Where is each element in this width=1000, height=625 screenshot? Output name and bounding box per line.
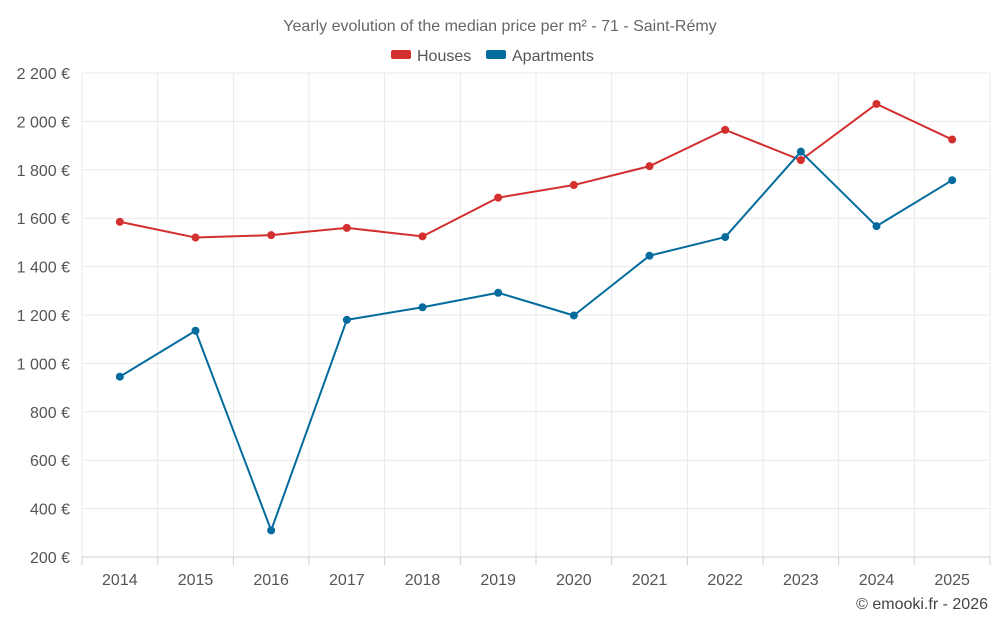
x-tick-label: 2024: [859, 572, 895, 589]
series-apartments: [115, 147, 957, 535]
y-tick-label: 200 €: [30, 550, 70, 567]
x-tick-label: 2022: [707, 572, 743, 589]
y-tick-label: 2 200 €: [17, 66, 70, 83]
legend-swatch: [486, 50, 506, 59]
grid: [81, 72, 991, 558]
data-point-houses[interactable]: [569, 181, 578, 190]
series-houses: [115, 99, 957, 242]
data-point-houses[interactable]: [872, 99, 881, 108]
credit-text: © emooki.fr - 2026: [856, 596, 988, 613]
data-point-apartments[interactable]: [342, 315, 351, 324]
x-tick-label: 2019: [480, 572, 516, 589]
data-point-apartments[interactable]: [796, 147, 805, 156]
x-tick-label: 2025: [934, 572, 970, 589]
legend-item-apartments[interactable]: Apartments: [486, 48, 594, 65]
y-tick-label: 1 600 €: [17, 211, 70, 228]
data-point-apartments[interactable]: [721, 233, 730, 242]
x-axis: 2014 2015 2016 2017 2018 2019 2020 2021 2022 2023…: [81, 556, 991, 589]
data-point-houses[interactable]: [342, 223, 351, 232]
y-tick-label: 1 400 €: [17, 260, 70, 277]
data-point-houses[interactable]: [948, 135, 957, 144]
data-point-apartments[interactable]: [645, 251, 654, 260]
x-tick-label: 2023: [783, 572, 819, 589]
x-tick-label: 2016: [253, 572, 289, 589]
y-tick-label: 400 €: [30, 502, 70, 519]
data-point-apartments[interactable]: [569, 311, 578, 320]
x-tick-label: 2014: [102, 572, 138, 589]
legend-label: Apartments: [512, 48, 594, 65]
y-tick-label: 1 200 €: [17, 308, 70, 325]
y-tick-label: 600 €: [30, 453, 70, 470]
y-tick-label: 2 000 €: [17, 114, 70, 131]
data-point-houses[interactable]: [796, 156, 805, 165]
data-point-houses[interactable]: [191, 233, 200, 242]
data-point-apartments[interactable]: [267, 526, 276, 535]
legend-swatch: [391, 50, 411, 59]
y-tick-label: 800 €: [30, 405, 70, 422]
chart-title: Yearly evolution of the median price per…: [283, 18, 716, 35]
x-tick-label: 2021: [632, 572, 668, 589]
data-point-houses[interactable]: [115, 217, 124, 226]
series-line-apartments: [119, 150, 953, 532]
data-point-apartments[interactable]: [494, 288, 503, 297]
legend-label: Houses: [417, 48, 471, 65]
series-layer: [115, 99, 957, 535]
series-line-houses: [119, 102, 953, 239]
data-point-apartments[interactable]: [948, 176, 957, 185]
legend-item-houses[interactable]: Houses: [391, 48, 471, 65]
data-point-houses[interactable]: [645, 162, 654, 171]
data-point-houses[interactable]: [418, 232, 427, 241]
y-tick-label: 1 000 €: [17, 356, 70, 373]
x-tick-label: 2015: [178, 572, 214, 589]
y-axis: 200 € 400 € 600 € 800 € 1 000 € 1 200 € 1 400 …: [17, 66, 70, 567]
data-point-apartments[interactable]: [872, 222, 881, 231]
data-point-houses[interactable]: [721, 125, 730, 134]
legend: Houses Apartments: [391, 48, 594, 65]
data-point-apartments[interactable]: [115, 372, 124, 381]
data-point-apartments[interactable]: [418, 303, 427, 312]
x-tick-label: 2017: [329, 572, 365, 589]
y-tick-label: 1 800 €: [17, 163, 70, 180]
data-point-houses[interactable]: [494, 193, 503, 202]
x-tick-label: 2018: [405, 572, 441, 589]
data-point-houses[interactable]: [267, 231, 276, 240]
data-point-apartments[interactable]: [191, 326, 200, 335]
x-tick-label: 2020: [556, 572, 592, 589]
